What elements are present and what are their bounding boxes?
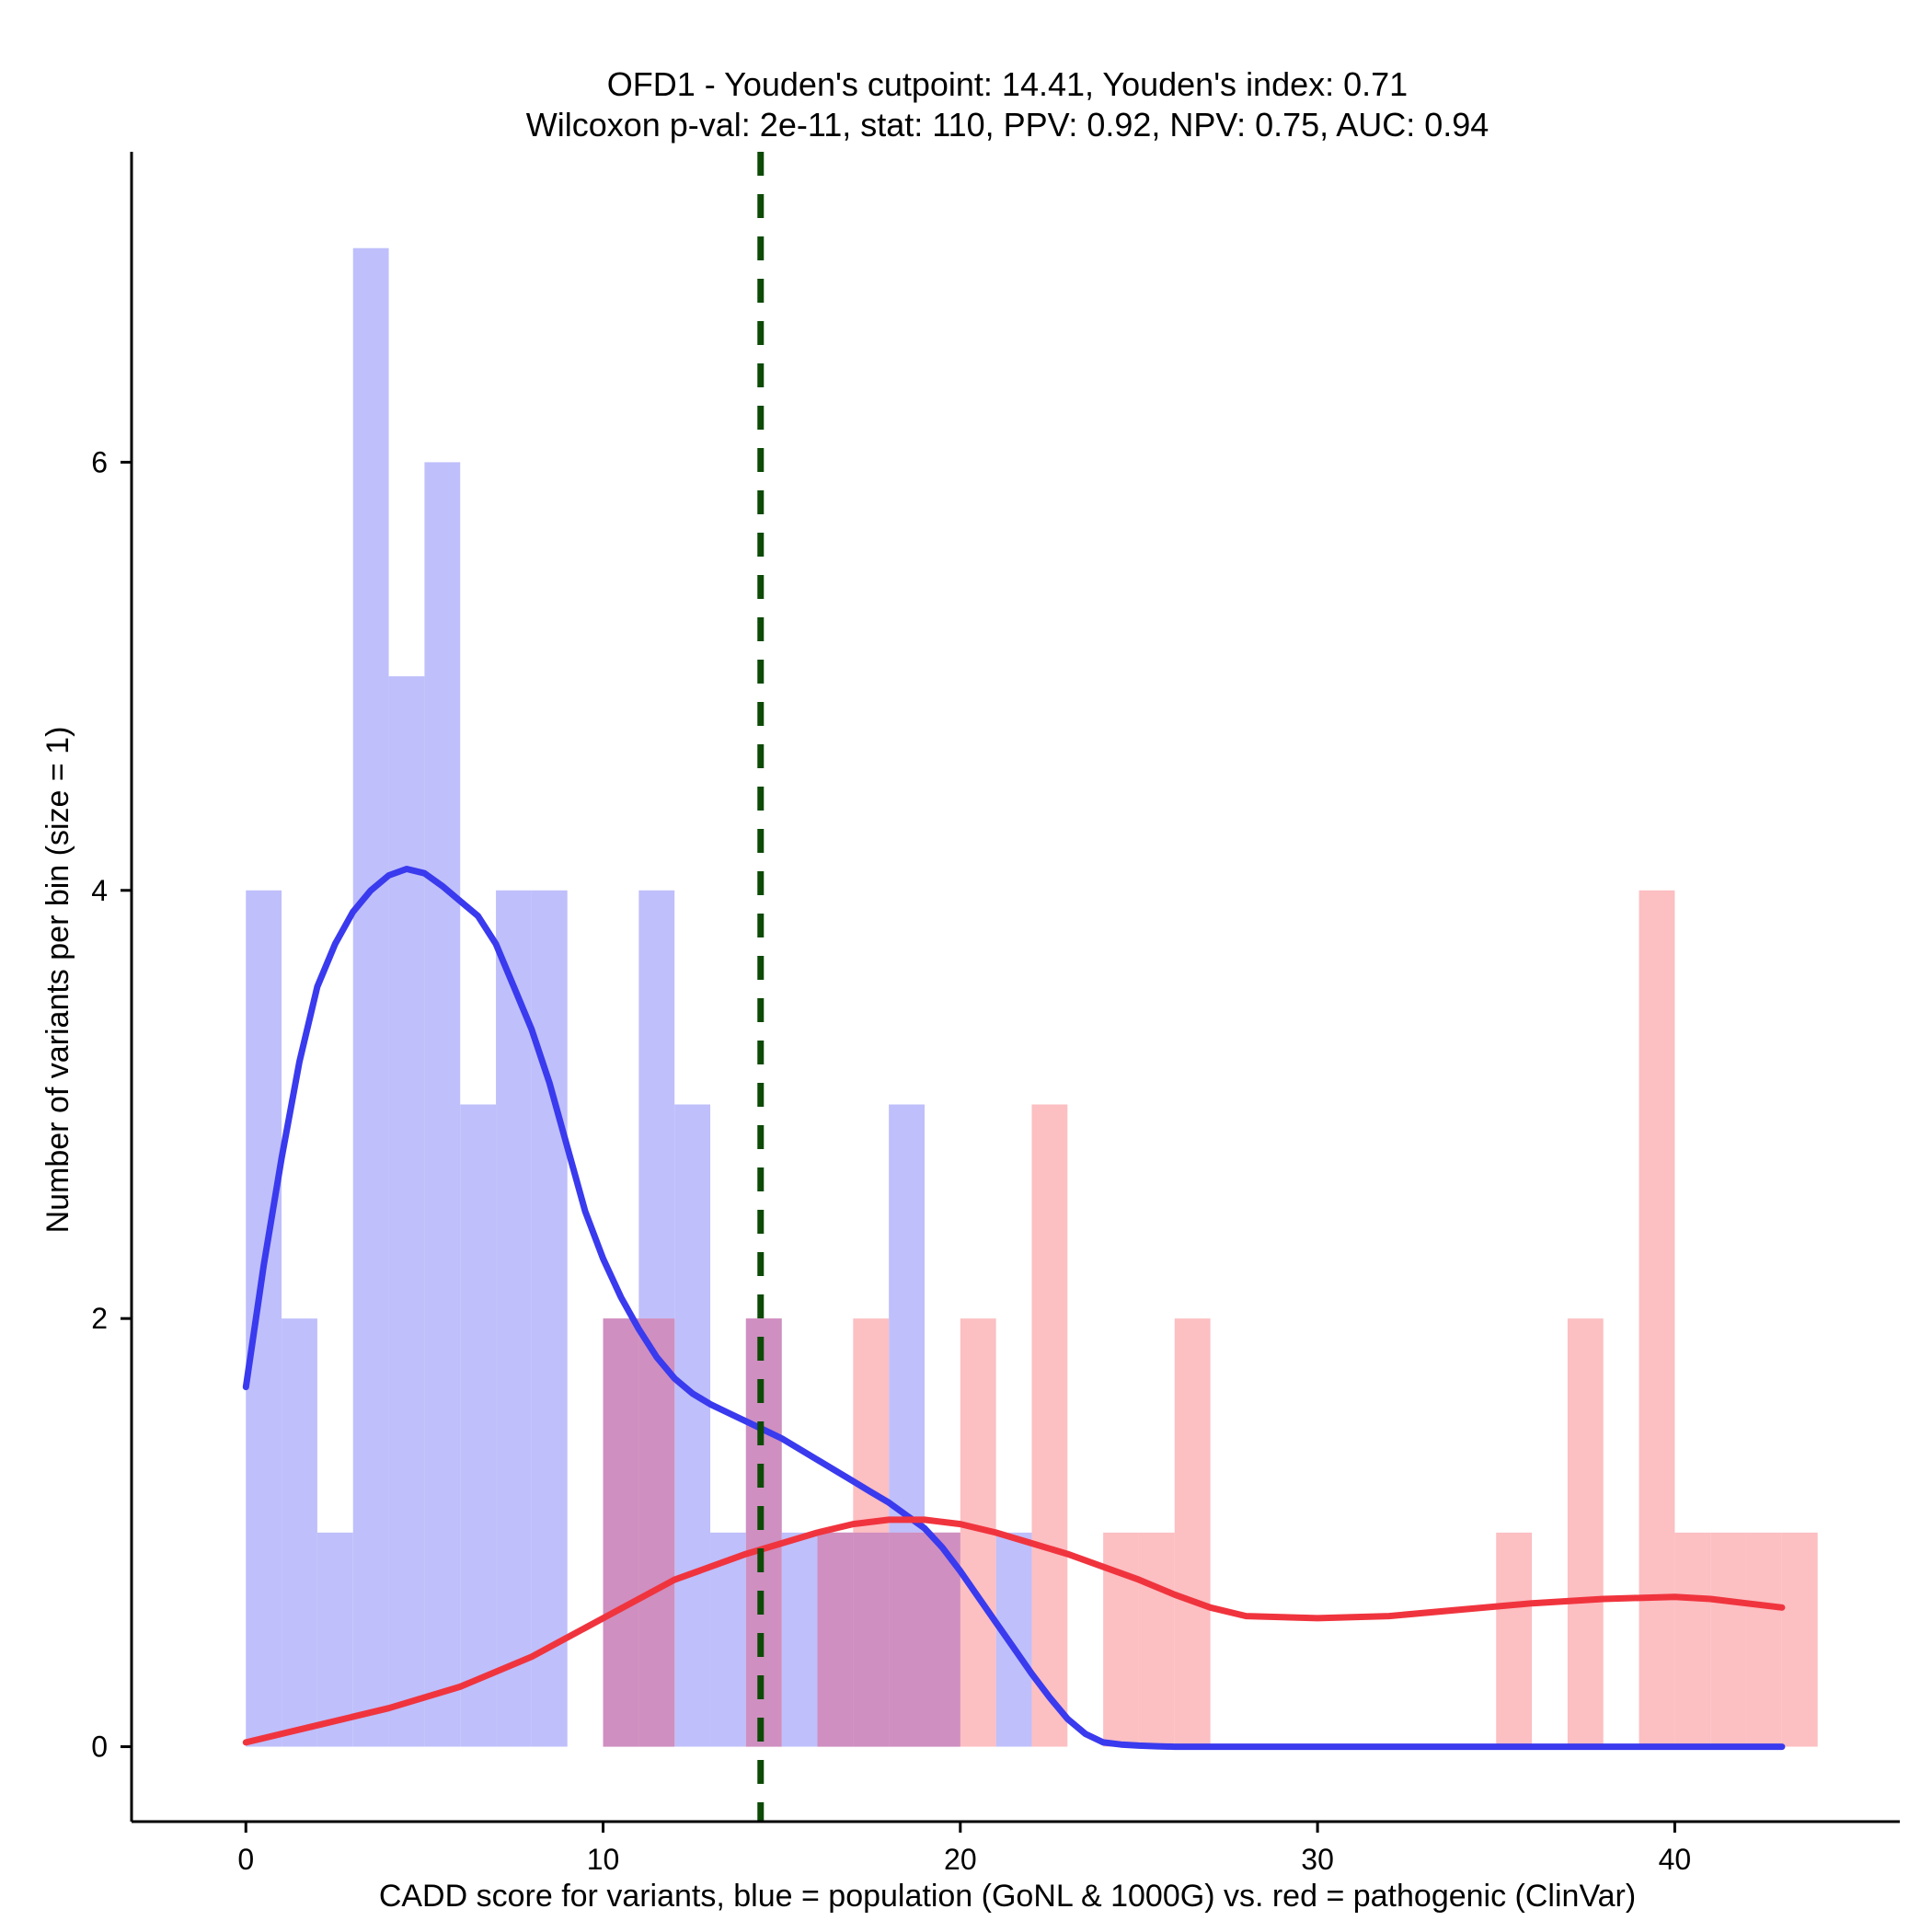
pathogenic-density-line (242, 1516, 1786, 1746)
x-tick-label-40: 40 (1659, 1843, 1692, 1876)
pathogenic-bar-37 (1567, 1318, 1604, 1747)
overlap-bar-17 (853, 1532, 890, 1747)
population-bar-3 (352, 247, 389, 1747)
x-axis-label: CADD score for variants, blue = populati… (379, 1879, 1636, 1914)
pathogenic-bar-35 (1496, 1532, 1533, 1747)
population-bar-7 (496, 890, 532, 1747)
y-axis-ticks: 0 2 4 6 (91, 445, 132, 1764)
overlap-bar-11 (638, 1318, 675, 1747)
x-tick-label-10: 10 (587, 1843, 620, 1876)
population-bar-12 (674, 1104, 711, 1747)
y-tick-label-2: 2 (91, 1302, 108, 1335)
overlap-bar-18 (889, 1532, 925, 1747)
population-bar-13 (710, 1532, 746, 1747)
population-bar-6 (460, 1104, 497, 1747)
population-bar-15 (781, 1532, 818, 1747)
pathogenic-bar-42 (1746, 1532, 1782, 1747)
population-bar-4 (388, 676, 425, 1747)
x-tick-label-20: 20 (944, 1843, 977, 1876)
pathogenic-bar-41 (1710, 1532, 1747, 1747)
overlap-bars (603, 1318, 960, 1747)
pathogenic-bar-26 (1174, 1318, 1211, 1747)
chart-title: OFD1 - Youden's cutpoint: 14.41, Youden'… (607, 65, 1408, 103)
population-bar-2 (316, 1532, 353, 1747)
population-bar-8 (531, 890, 568, 1747)
x-tick-label-0: 0 (237, 1843, 254, 1876)
y-axis-label: Number of variants per bin (size = 1) (40, 727, 75, 1234)
y-tick-label-0: 0 (91, 1731, 108, 1764)
pathogenic-bar-43 (1781, 1532, 1818, 1747)
y-tick-label-4: 4 (91, 874, 108, 907)
pathogenic-bar-24 (1103, 1532, 1139, 1747)
x-tick-label-30: 30 (1301, 1843, 1334, 1876)
population-bar-21 (995, 1532, 1032, 1747)
x-axis-ticks: 0 10 20 30 40 (237, 1822, 1691, 1876)
population-density-line (242, 866, 1786, 1751)
population-bars (246, 247, 1032, 1747)
axes (130, 152, 1900, 1823)
overlap-bar-10 (603, 1318, 639, 1747)
population-bar-5 (424, 462, 461, 1747)
pathogenic-bar-39 (1639, 890, 1675, 1747)
pathogenic-bar-25 (1138, 1532, 1175, 1747)
y-tick-label-6: 6 (91, 445, 108, 478)
chart-subtitle: Wilcoxon p-val: 2e-11, stat: 110, PPV: 0… (526, 106, 1489, 144)
population-bar-0 (246, 890, 282, 1747)
pathogenic-bar-40 (1674, 1532, 1711, 1747)
population-bar-1 (282, 1318, 317, 1747)
overlap-bar-16 (817, 1532, 854, 1747)
density-lines (242, 866, 1786, 1751)
pathogenic-bar-22 (1031, 1104, 1068, 1747)
